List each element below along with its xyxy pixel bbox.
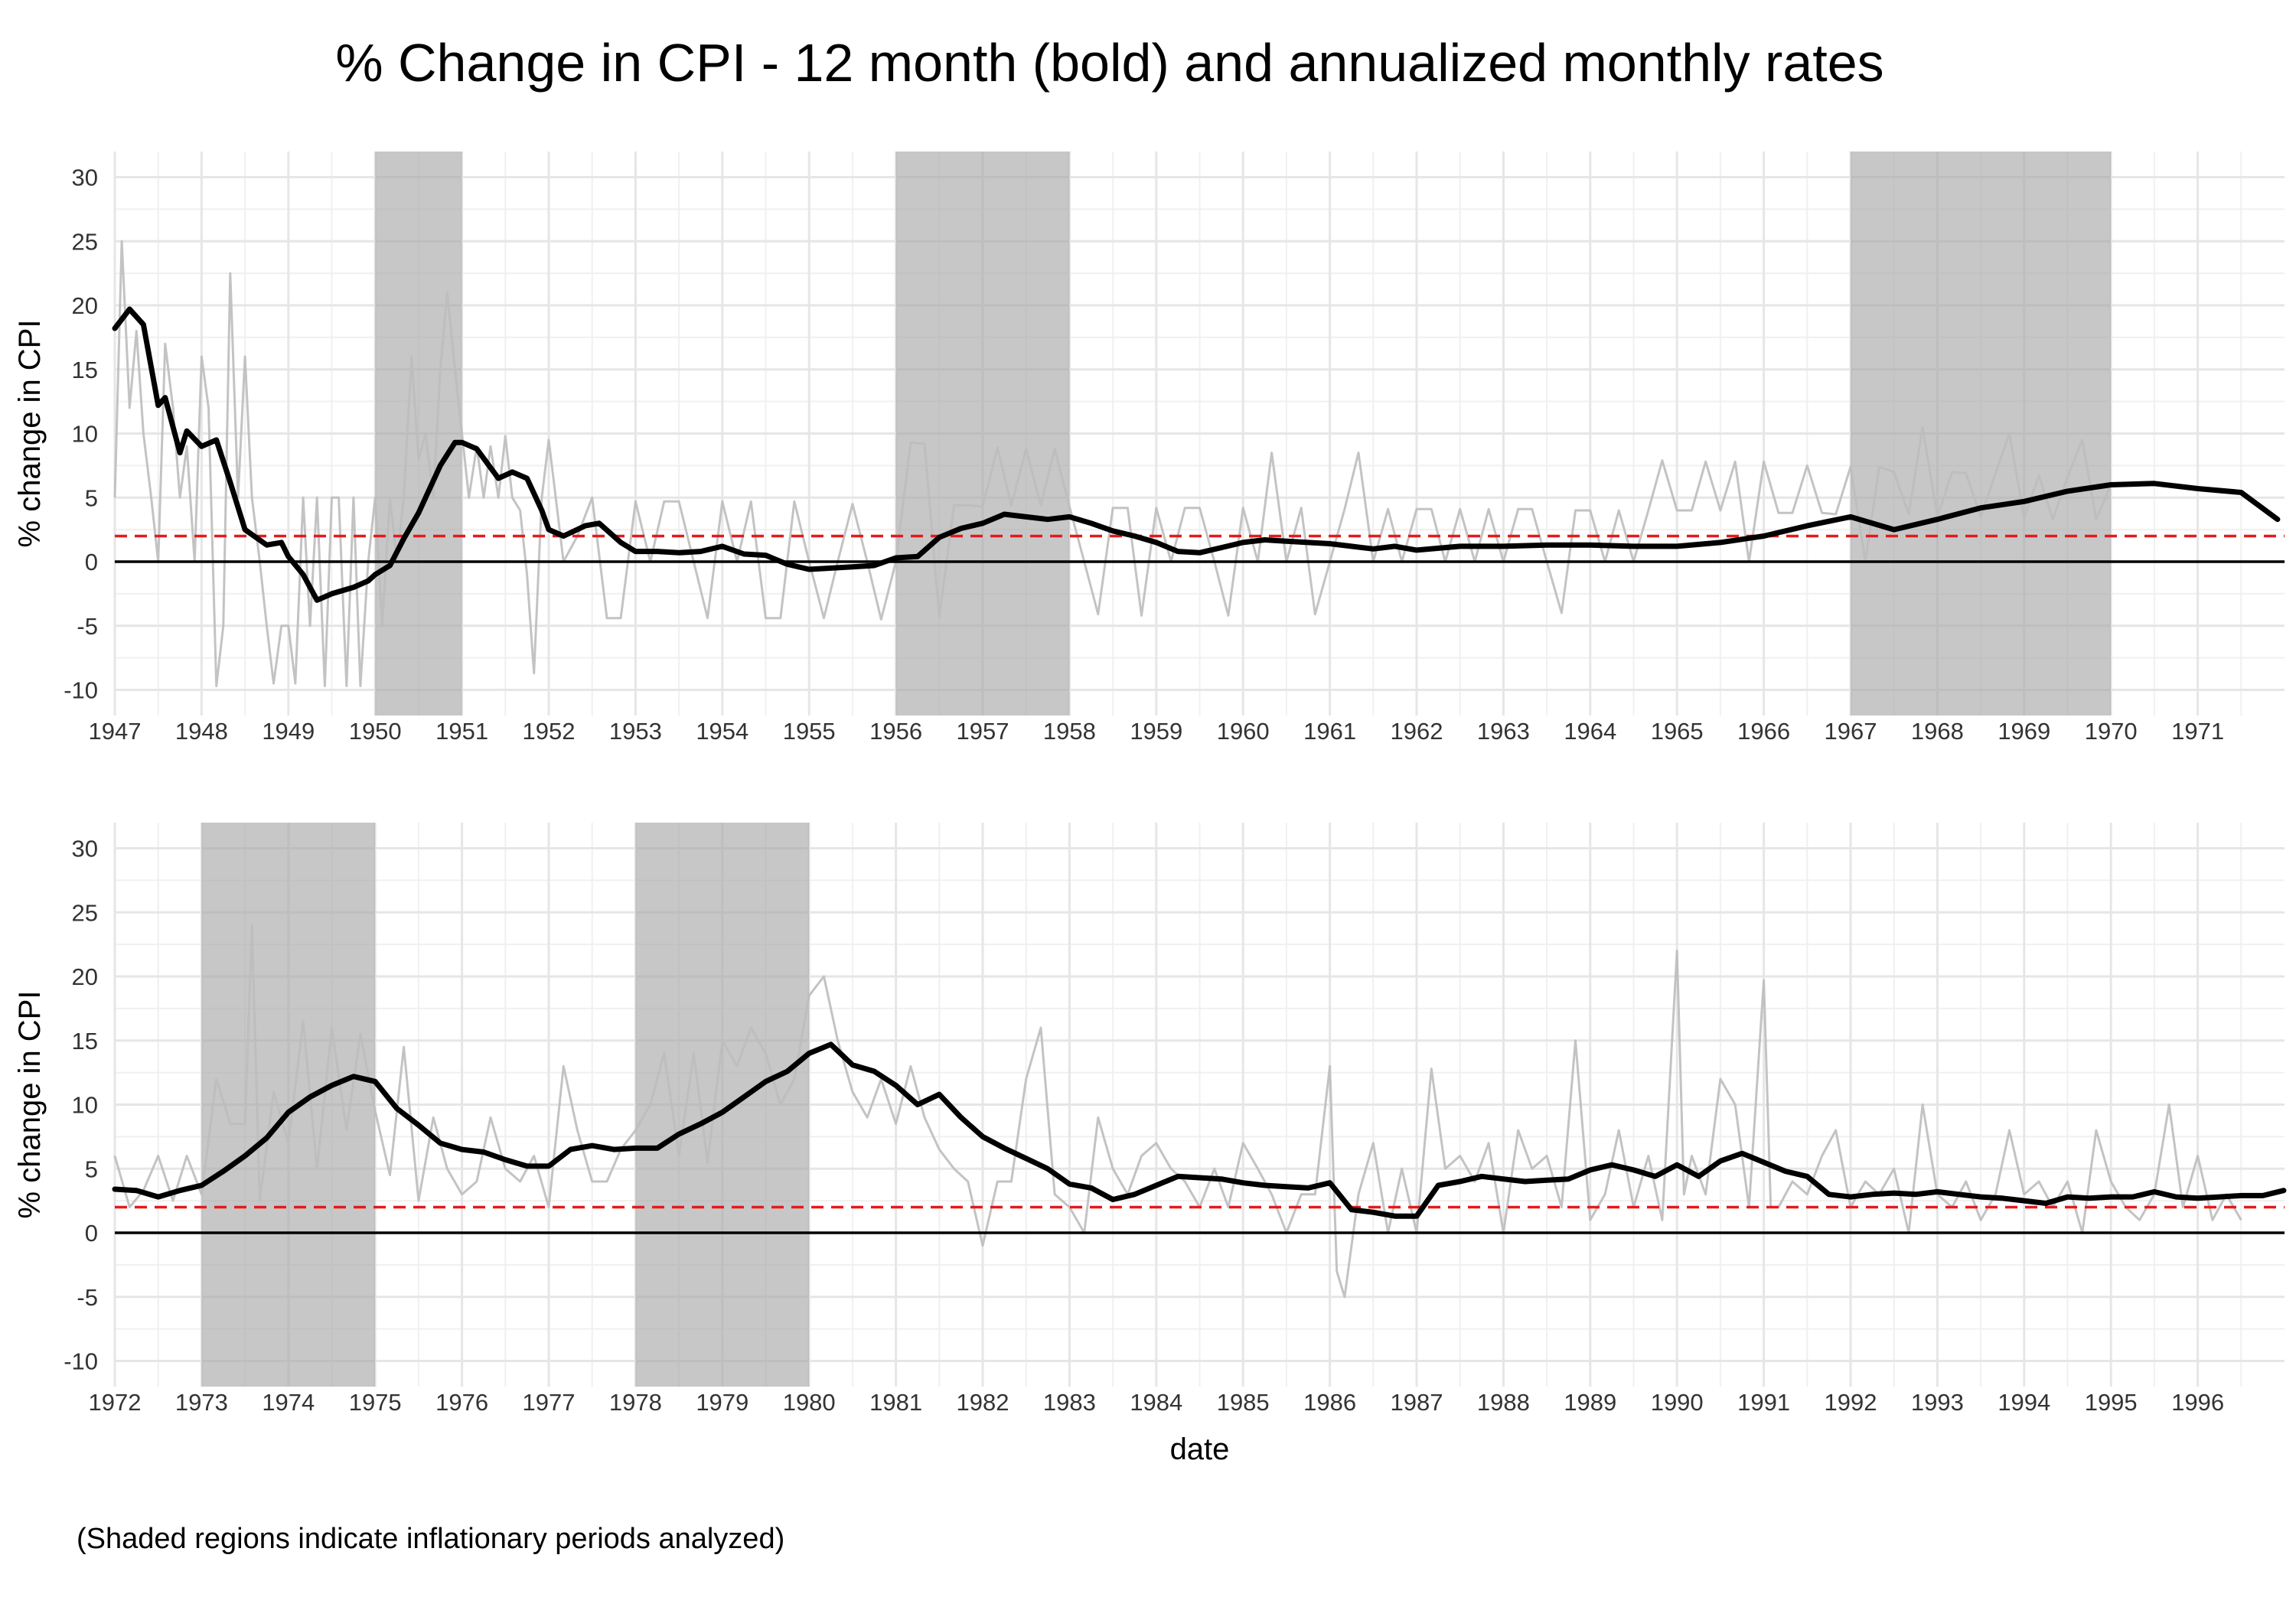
x-tick-label: 1965	[1651, 718, 1704, 745]
shaded-period	[635, 823, 810, 1387]
monthly-rate-line	[113, 924, 2242, 1299]
x-tick-label: 1953	[609, 718, 662, 745]
shaded-period	[895, 152, 1070, 715]
y-tick-label: 0	[85, 1220, 98, 1247]
y-tick-label: 25	[72, 228, 98, 255]
x-tick-label: 1985	[1217, 1389, 1270, 1416]
y-tick-label: 25	[72, 899, 98, 926]
yoy-12month-line	[112, 306, 2281, 603]
y-tick-label: 15	[72, 1028, 98, 1054]
x-tick-label: 1970	[2085, 718, 2138, 745]
x-tick-label: 1986	[1303, 1389, 1356, 1416]
x-axis-label: date	[1170, 1433, 1230, 1466]
x-tick-label: 1994	[1998, 1389, 2050, 1416]
x-tick-label: 1973	[175, 1389, 228, 1416]
x-tick-label: 1969	[1998, 718, 2050, 745]
x-tick-label: 1988	[1477, 1389, 1530, 1416]
y-tick-label: -10	[64, 1348, 98, 1375]
shaded-period	[375, 152, 462, 715]
y-tick-label: 10	[72, 1092, 98, 1119]
x-tick-label: 1989	[1564, 1389, 1616, 1416]
x-tick-label: 1981	[869, 1389, 922, 1416]
chart-title: % Change in CPI - 12 month (bold) and an…	[335, 33, 1884, 93]
x-tick-label: 1993	[1911, 1389, 1964, 1416]
x-tick-label: 1959	[1130, 718, 1182, 745]
x-tick-label: 1957	[957, 718, 1009, 745]
x-tick-label: 1975	[349, 1389, 402, 1416]
x-tick-label: 1978	[609, 1389, 662, 1416]
y-tick-label: -5	[77, 613, 98, 640]
x-tick-label: 1949	[262, 718, 315, 745]
y-tick-label: 20	[72, 963, 98, 990]
x-tick-label: 1984	[1130, 1389, 1182, 1416]
y-tick-label: -10	[64, 677, 98, 704]
x-tick-label: 1967	[1825, 718, 1877, 745]
x-tick-label: 1968	[1911, 718, 1964, 745]
x-tick-label: 1991	[1737, 1389, 1790, 1416]
x-tick-label: 1992	[1825, 1389, 1877, 1416]
x-tick-label: 1966	[1737, 718, 1790, 745]
x-tick-label: 1983	[1043, 1389, 1096, 1416]
y-tick-label: 10	[72, 421, 98, 448]
x-tick-label: 1960	[1217, 718, 1270, 745]
y-tick-label: 20	[72, 292, 98, 319]
x-tick-label: 1996	[2171, 1389, 2224, 1416]
x-tick-label: 1961	[1303, 718, 1356, 745]
x-tick-label: 1979	[696, 1389, 748, 1416]
x-tick-label: 1976	[435, 1389, 488, 1416]
x-tick-label: 1954	[696, 718, 748, 745]
y-axis-label: % change in CPI	[13, 991, 47, 1219]
y-tick-label: 5	[85, 1156, 98, 1182]
x-tick-label: 1962	[1391, 718, 1443, 745]
x-tick-label: 1963	[1477, 718, 1530, 745]
y-tick-label: 15	[72, 357, 98, 383]
x-tick-label: 1987	[1391, 1389, 1443, 1416]
shaded-period	[201, 823, 376, 1387]
x-tick-label: 1990	[1651, 1389, 1704, 1416]
x-tick-label: 1950	[349, 718, 402, 745]
y-tick-label: 0	[85, 549, 98, 575]
y-tick-label: 30	[72, 836, 98, 862]
y-tick-label: -5	[77, 1284, 98, 1311]
x-tick-label: 1958	[1043, 718, 1096, 745]
y-axis-label: % change in CPI	[13, 320, 47, 548]
yoy-12month-line	[112, 1041, 2287, 1219]
x-tick-label: 1971	[2171, 718, 2224, 745]
x-tick-label: 1982	[957, 1389, 1009, 1416]
shaded-period	[1851, 152, 2112, 715]
x-tick-label: 1955	[783, 718, 836, 745]
y-tick-label: 5	[85, 484, 98, 511]
x-tick-label: 1995	[2085, 1389, 2138, 1416]
x-tick-label: 1980	[783, 1389, 836, 1416]
x-tick-label: 1948	[175, 718, 228, 745]
x-tick-label: 1956	[869, 718, 922, 745]
panel-top: -10 -5 0 5 10 15 20 25 30 1947 1948 1949 1950 1951 195…	[13, 152, 2285, 745]
y-tick-label: 30	[72, 165, 98, 191]
x-tick-label: 1952	[523, 718, 576, 745]
x-tick-label: 1947	[89, 718, 142, 745]
x-tick-label: 1972	[89, 1389, 142, 1416]
panel-bottom: -10 -5 0 5 10 15 20 25 30 1972 1973 1974 1975 1976 197…	[13, 823, 2287, 1466]
x-tick-label: 1951	[435, 718, 488, 745]
x-tick-label: 1977	[523, 1389, 576, 1416]
x-tick-label: 1974	[262, 1389, 315, 1416]
shading-caption: (Shaded regions indicate inflationary pe…	[77, 1523, 785, 1555]
x-tick-label: 1964	[1564, 718, 1616, 745]
